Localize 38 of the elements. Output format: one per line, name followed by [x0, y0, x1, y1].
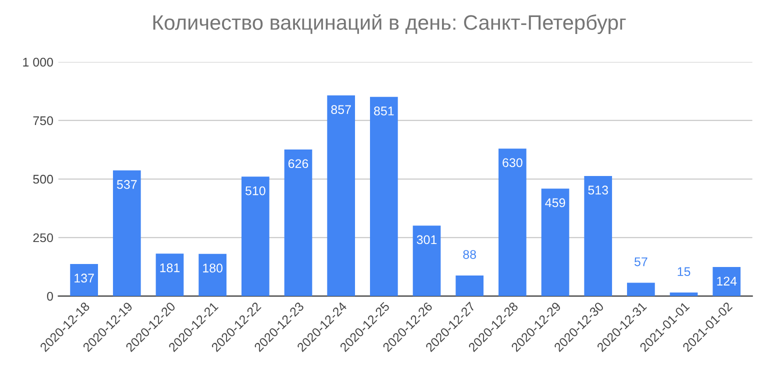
data-label: 513 — [588, 186, 608, 195]
bar — [156, 254, 184, 296]
data-label: 537 — [116, 180, 137, 189]
y-tick-label: 250 — [33, 233, 53, 242]
data-label: 626 — [288, 159, 308, 168]
bar — [327, 95, 356, 296]
y-tick-label: 500 — [33, 174, 53, 184]
y-tick-label: 0 — [47, 292, 53, 301]
bar — [112, 170, 141, 296]
bar — [541, 188, 570, 296]
y-tick-label: 1 000 — [23, 58, 54, 67]
data-label: 301 — [416, 235, 437, 244]
data-label: 15 — [678, 267, 690, 276]
bar — [241, 176, 270, 296]
bar — [198, 254, 226, 296]
data-label: 124 — [717, 276, 737, 286]
bar — [284, 150, 312, 296]
data-label: 459 — [545, 198, 566, 208]
bar — [584, 176, 612, 296]
bar — [412, 226, 441, 296]
bar — [712, 267, 741, 296]
data-label: 88 — [463, 250, 476, 259]
data-label: 510 — [245, 186, 266, 196]
y-tick-label: 750 — [33, 116, 53, 126]
data-label: 851 — [374, 106, 394, 116]
bar — [670, 292, 698, 296]
data-label: 137 — [74, 274, 94, 283]
bar — [627, 282, 655, 296]
data-label: 857 — [331, 105, 351, 114]
bar — [70, 264, 98, 296]
data-label: 180 — [203, 264, 223, 272]
bar — [370, 96, 398, 296]
chart-title: Количество вакцинаций в день: Санкт-Петербург — [153, 14, 626, 34]
data-label: 57 — [634, 257, 648, 266]
data-label: 630 — [502, 158, 522, 168]
bar — [498, 148, 526, 296]
bar — [456, 275, 484, 296]
data-label: 181 — [160, 263, 180, 272]
